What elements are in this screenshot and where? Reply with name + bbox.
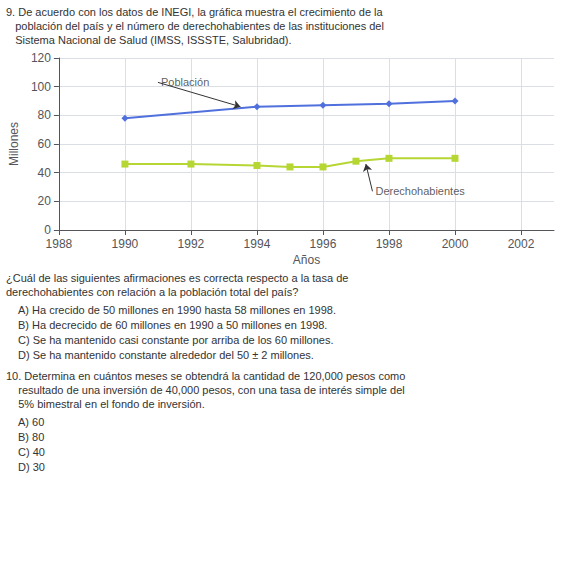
svg-text:9. De acuerdo con los datos de: 9. De acuerdo con los datos de INEGI, la… xyxy=(6,6,384,18)
svg-text:60: 60 xyxy=(38,137,52,151)
svg-text:0: 0 xyxy=(44,223,51,237)
svg-text:Derechohabientes: Derechohabientes xyxy=(375,185,465,197)
svg-text:resultado de una inversión de: resultado de una inversión de 40,000 pes… xyxy=(6,384,405,396)
svg-text:100: 100 xyxy=(31,80,51,94)
svg-text:80: 80 xyxy=(38,108,52,122)
svg-text:B) Ha decrecido de 60 millones: B) Ha decrecido de 60 millones en 1990 a… xyxy=(18,319,327,331)
svg-text:A) 60: A) 60 xyxy=(18,416,44,428)
svg-text:5% bimestral en el fondo de in: 5% bimestral en el fondo de inversión. xyxy=(6,398,205,410)
svg-text:1996: 1996 xyxy=(310,237,337,251)
svg-text:B) 80: B) 80 xyxy=(18,431,44,443)
svg-text:derechohabientes con relación: derechohabientes con relación a la pobla… xyxy=(6,286,298,298)
svg-text:1990: 1990 xyxy=(112,237,139,251)
svg-text:1998: 1998 xyxy=(376,237,403,251)
svg-text:D) Se ha mantenido constante a: D) Se ha mantenido constante alrededor d… xyxy=(18,349,314,361)
svg-text:120: 120 xyxy=(31,51,51,65)
svg-text:2002: 2002 xyxy=(508,237,535,251)
svg-text:C) 40: C) 40 xyxy=(18,446,45,458)
svg-text:1994: 1994 xyxy=(244,237,271,251)
svg-text:población del país y el número: población del país y el número de derech… xyxy=(6,20,384,32)
svg-text:40: 40 xyxy=(38,166,52,180)
svg-text:10. Determina en cuántos meses: 10. Determina en cuántos meses se obtend… xyxy=(6,370,405,382)
svg-text:Sistema Nacional de Salud (IMS: Sistema Nacional de Salud (IMSS, ISSSTE,… xyxy=(6,34,292,46)
svg-text:C) Se ha mantenido casi consta: C) Se ha mantenido casi constante por ar… xyxy=(18,334,334,346)
svg-text:Años: Años xyxy=(293,253,320,267)
svg-text:1992: 1992 xyxy=(178,237,205,251)
svg-text:¿Cuál de las siguientes afirma: ¿Cuál de las siguientes afirmaciones es … xyxy=(6,272,348,284)
svg-text:D) 30: D) 30 xyxy=(18,461,45,473)
svg-text:A) Ha crecido de 50 millones e: A) Ha crecido de 50 millones en 1990 has… xyxy=(18,304,336,316)
svg-text:20: 20 xyxy=(38,194,52,208)
svg-text:2000: 2000 xyxy=(442,237,469,251)
svg-text:1988: 1988 xyxy=(46,237,73,251)
svg-text:Millones: Millones xyxy=(7,122,21,166)
svg-text:Población: Población xyxy=(161,76,209,88)
